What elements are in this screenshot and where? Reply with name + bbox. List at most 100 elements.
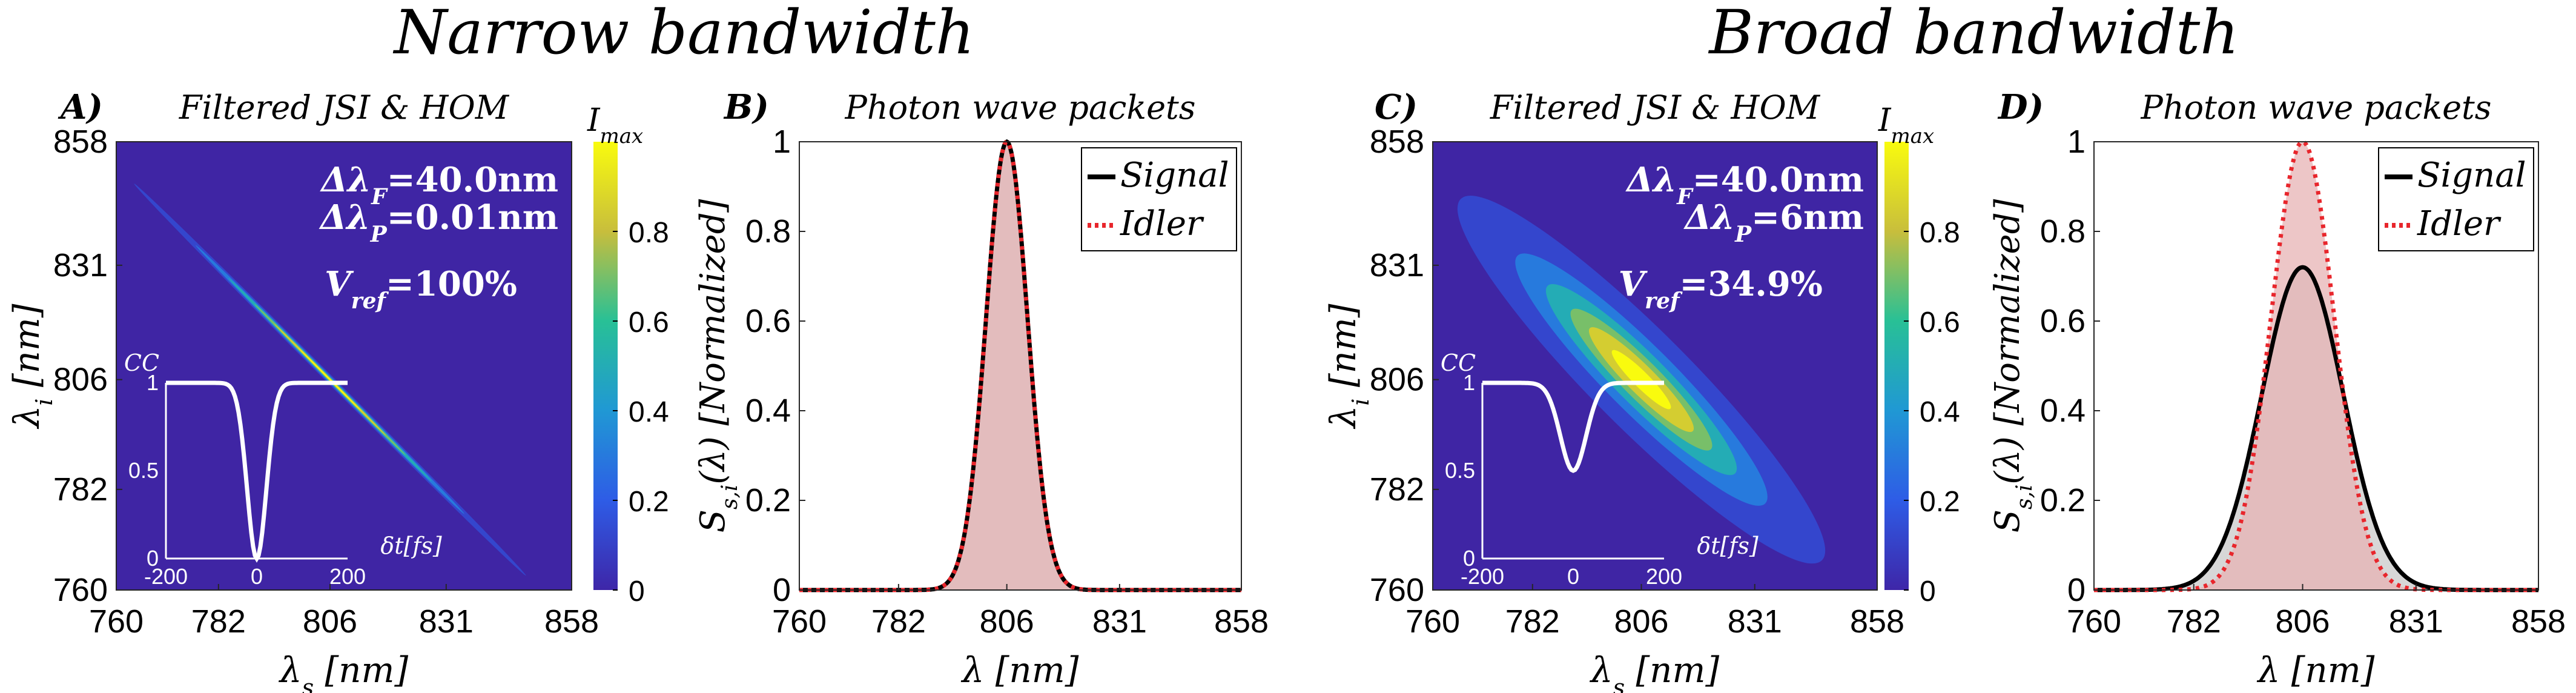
- x-tick-label: 858: [544, 603, 599, 640]
- inset-y-tick: 0.5: [128, 458, 159, 483]
- panel-label: A): [58, 87, 103, 127]
- y-tick-label: 782: [53, 471, 108, 508]
- colorbar-tick-label: 0.2: [629, 486, 669, 518]
- y-tick-label: 0.6: [745, 303, 791, 339]
- colorbar: [1884, 142, 1909, 590]
- x-tick-label: 782: [2167, 603, 2221, 640]
- legend-box: [1081, 147, 1237, 251]
- inset-x-tick: -200: [144, 564, 188, 589]
- x-tick-label: 831: [419, 603, 474, 640]
- inset-x-tick: -200: [1461, 564, 1504, 589]
- y-tick-label: 858: [1370, 124, 1424, 160]
- axes-box: [1432, 141, 1878, 591]
- panel-D: D) Photon wave packets Signal Idler 760 782 80…: [1988, 87, 2566, 691]
- panel-label: B): [723, 87, 769, 127]
- legend-idler-label: Idler: [2417, 204, 2502, 244]
- x-tick-label: 782: [871, 603, 926, 640]
- colorbar: [593, 142, 618, 590]
- legend-box: [2378, 147, 2534, 251]
- hom-dip-curve: [166, 380, 348, 563]
- inset-y-tick: 0: [1463, 546, 1475, 571]
- legend-signal-label: Signal: [1120, 156, 1229, 195]
- y-tick-label: 0.6: [2040, 303, 2086, 339]
- colorbar-tick-label: 0.6: [1920, 307, 1960, 339]
- annotation-visibility: Vref=100%: [325, 264, 517, 314]
- x-tick-label: 806: [2275, 603, 2330, 640]
- panel-label: D): [1997, 87, 2044, 127]
- y-tick-label: 806: [1370, 362, 1424, 398]
- colorbar-tick-label: 0.8: [1920, 217, 1960, 249]
- y-axis-label: λi [nm]: [1323, 303, 1374, 429]
- colorbar-tick-label: 0.6: [629, 307, 669, 339]
- colorbar-tick-label: 0.8: [629, 217, 669, 249]
- y-axis-label: Ss,i(λ) [Normalized]: [1988, 199, 2037, 532]
- x-tick-label: 831: [1728, 603, 1782, 640]
- inset-y-tick: 0: [147, 546, 159, 571]
- x-tick-label: 858: [1214, 603, 1269, 640]
- x-axis-label: λ [nm]: [961, 649, 1079, 691]
- annotation-filter-bandwidth: ΔλF=40.0nm: [319, 160, 558, 210]
- axes-box: [116, 141, 572, 591]
- y-tick-label: 0.2: [2040, 482, 2086, 519]
- jsi-contour: [298, 348, 362, 411]
- inset-x-tick: 200: [1646, 564, 1682, 589]
- panel-title: Filtered JSI & HOM: [1490, 88, 1821, 127]
- y-tick-label: 0.8: [745, 213, 791, 250]
- panel-title: Photon wave packets: [845, 88, 1196, 127]
- legend-idler-label: Idler: [1120, 204, 1204, 244]
- inset-y-tick: 1: [1463, 370, 1475, 395]
- y-tick-label: 0.4: [2040, 393, 2086, 429]
- x-tick-label: 760: [89, 603, 144, 640]
- inset-ylabel: CC: [1441, 350, 1476, 376]
- y-tick-label: 858: [53, 124, 108, 160]
- colorbar-tick-label: 0.2: [1920, 486, 1960, 518]
- y-tick-label: 806: [53, 362, 108, 398]
- y-tick-label: 831: [53, 247, 108, 284]
- y-tick-label: 0.2: [745, 482, 791, 519]
- y-tick-label: 0.8: [2040, 213, 2086, 250]
- x-tick-label: 806: [980, 603, 1034, 640]
- panel-B: B) Photon wave packets Signal Idler 760 782 80…: [693, 87, 1269, 691]
- y-axis-label: λi [nm]: [6, 303, 58, 429]
- x-tick-label: 806: [303, 603, 357, 640]
- legend: Signal Idler: [1081, 147, 1237, 251]
- inset-ylabel: CC: [124, 350, 159, 376]
- jsi-contour: [1611, 350, 1671, 409]
- y-tick-label: 0: [2067, 572, 2086, 608]
- x-axis-label: λ [nm]: [2257, 649, 2375, 691]
- y-tick-label: 782: [1370, 471, 1424, 508]
- colorbar-label: Imax: [1878, 102, 1934, 148]
- colorbar-tick-label: 0: [629, 575, 645, 608]
- colorbar-tick-label: 0: [1920, 575, 1936, 608]
- colorbar-tick-label: 0.4: [629, 396, 669, 428]
- inset-x-tick: 0: [1567, 564, 1579, 589]
- panel-label: C): [1375, 87, 1418, 127]
- inset-y-tick: 1: [147, 370, 159, 395]
- axes-box: [799, 141, 1242, 591]
- inset-xlabel: δt[fs]: [380, 532, 442, 559]
- x-tick-label: 760: [2067, 603, 2121, 640]
- annotation-visibility: Vref=34.9%: [1619, 264, 1823, 314]
- y-tick-label: 1: [2067, 124, 2086, 160]
- annotation-pump-bandwidth: ΔλP=6nm: [1683, 197, 1864, 247]
- annotation-filter-bandwidth: ΔλF=40.0nm: [1625, 160, 1864, 210]
- y-tick-label: 0.4: [745, 393, 791, 429]
- inset-x-tick: 0: [251, 564, 263, 589]
- jsi-background: [116, 142, 572, 590]
- x-tick-label: 782: [191, 603, 246, 640]
- y-tick-label: 831: [1370, 247, 1424, 284]
- section-title-narrow: Narrow bandwidth: [393, 0, 975, 68]
- x-tick-label: 760: [772, 603, 827, 640]
- inset-x-tick: 200: [329, 564, 366, 589]
- y-tick-label: 1: [773, 124, 791, 160]
- x-tick-label: 782: [1505, 603, 1560, 640]
- x-axis-label: λs [nm]: [1590, 649, 1720, 693]
- y-tick-label: 760: [53, 572, 108, 608]
- jsi-distribution: [134, 184, 526, 576]
- legend-signal-label: Signal: [2417, 156, 2526, 195]
- panel-title: Photon wave packets: [2141, 88, 2492, 127]
- idler-area: [2094, 142, 2538, 590]
